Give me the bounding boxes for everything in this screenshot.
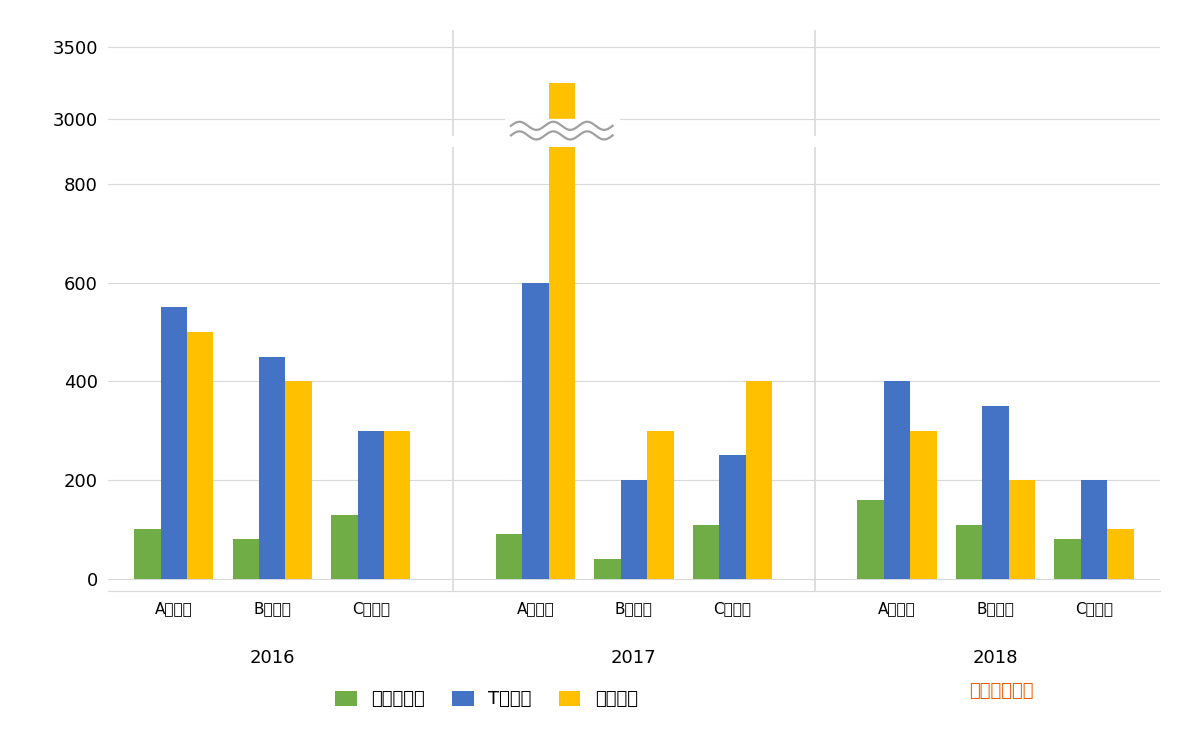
- Bar: [982, 499, 1008, 549]
- Bar: [1081, 480, 1107, 579]
- Bar: [232, 538, 260, 549]
- Bar: [134, 535, 160, 549]
- Bar: [594, 544, 621, 549]
- Bar: [1008, 521, 1036, 549]
- Bar: [1107, 535, 1134, 549]
- Bar: [523, 463, 549, 549]
- Bar: [884, 381, 910, 579]
- Bar: [647, 431, 673, 579]
- Bar: [331, 514, 358, 579]
- Bar: [1008, 480, 1036, 579]
- Bar: [858, 500, 884, 579]
- Bar: [621, 521, 647, 549]
- Bar: [745, 381, 773, 579]
- Bar: [160, 471, 187, 549]
- Bar: [495, 534, 523, 579]
- Bar: [232, 539, 260, 579]
- Bar: [1107, 529, 1134, 579]
- Bar: [692, 525, 719, 579]
- Bar: [495, 537, 523, 549]
- Bar: [621, 480, 647, 579]
- Bar: [187, 477, 213, 549]
- Bar: [384, 431, 410, 579]
- Bar: [358, 431, 384, 579]
- Bar: [692, 534, 719, 549]
- Text: 2018: 2018: [972, 649, 1018, 667]
- Bar: [884, 492, 910, 549]
- Bar: [1055, 539, 1081, 579]
- Bar: [160, 307, 187, 579]
- Text: 2016: 2016: [250, 649, 295, 667]
- Bar: [384, 506, 410, 549]
- Bar: [647, 506, 673, 549]
- Bar: [549, 83, 575, 549]
- Legend: ポロシャツ, Tシャツ, ハンカチ: ポロシャツ, Tシャツ, ハンカチ: [328, 683, 645, 715]
- Bar: [134, 529, 160, 579]
- Bar: [982, 406, 1008, 579]
- Bar: [858, 526, 884, 549]
- Bar: [719, 514, 745, 549]
- Bar: [910, 506, 936, 549]
- Bar: [719, 455, 745, 579]
- Bar: [549, 0, 575, 579]
- Bar: [745, 492, 773, 549]
- Bar: [260, 357, 286, 579]
- Bar: [286, 381, 312, 579]
- Bar: [956, 525, 982, 579]
- Bar: [331, 531, 358, 549]
- Bar: [286, 492, 312, 549]
- Text: 2017: 2017: [611, 649, 657, 667]
- Bar: [594, 559, 621, 579]
- Bar: [358, 506, 384, 549]
- Bar: [910, 431, 936, 579]
- Text: できるネット: できるネット: [969, 682, 1033, 700]
- Bar: [523, 282, 549, 579]
- Bar: [260, 485, 286, 549]
- Bar: [187, 332, 213, 579]
- Bar: [1055, 538, 1081, 549]
- Bar: [956, 534, 982, 549]
- Bar: [1081, 521, 1107, 549]
